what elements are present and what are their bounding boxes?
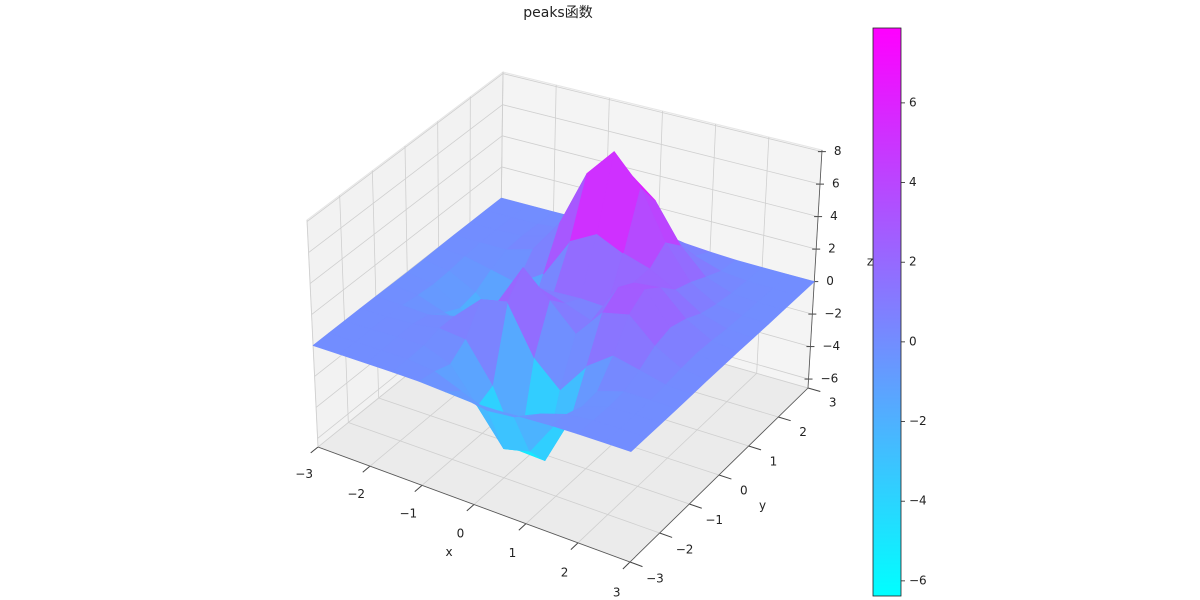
y-tick-label: 2 [799,425,807,439]
grid-line [306,219,319,448]
colorbar-tick-label: −4 [909,494,927,508]
grid-line [348,422,660,534]
grid-line [339,195,349,423]
x-tick-label: −2 [347,487,365,501]
grid-line [502,104,821,185]
y-axis-label: y [759,499,766,513]
z-tick-label: 8 [834,144,842,158]
z-axis-line [807,149,823,389]
colorbar-tick-label: 0 [909,334,917,348]
z-tick-label: 4 [830,209,838,223]
x-tick [466,504,475,512]
y-tick [629,561,643,568]
y-tick [718,474,732,480]
x-tick [414,484,423,492]
x-tick-label: −3 [295,467,313,481]
grid-line [502,73,822,153]
x-tick [518,523,527,531]
y-tick [778,416,791,422]
grid-line [309,135,503,284]
y-tick-label: 1 [770,454,778,468]
x-axis-label: x [445,545,452,559]
surface-patch [604,428,647,452]
grid-line [308,104,503,253]
x-axis-line [317,446,631,563]
y-tick-label: −3 [646,572,664,586]
y-axis-line [629,387,809,563]
x-tick [570,542,579,550]
x-tick [310,446,319,454]
x-tick [362,465,371,473]
y-tick-label: −2 [676,542,694,556]
y-tick-label: −1 [705,513,723,527]
colorbar [872,27,902,597]
surface-patch [507,267,550,358]
x-tick-label: 2 [561,566,569,580]
z-axis-label: z [867,255,873,269]
z-tick-label: 6 [832,177,840,191]
x-tick-label: −1 [399,507,417,521]
grid-line [306,73,504,222]
y-tick [748,445,762,451]
grid-line [502,135,819,217]
y-tick-label: 3 [829,396,837,410]
surface [312,151,815,461]
y-tick [659,532,673,538]
x-tick-label: 1 [509,546,517,560]
colorbar-tick-label: −2 [909,414,927,428]
z-tick-label: −2 [824,307,842,321]
y-tick [807,387,821,393]
colorbar-tick-label: 4 [909,175,917,189]
colorbar-tick-label: 6 [909,95,917,109]
chart-title: peaks函数 [523,5,592,21]
x-tick-label: 0 [457,526,465,540]
colorbar-tick-label: −6 [909,573,927,587]
z-tick-label: −4 [822,339,840,353]
y-tick [689,503,702,509]
colorbar-tick-label: 2 [909,255,917,269]
z-tick-label: 0 [826,274,834,288]
z-tick-label: 2 [828,242,836,256]
x-tick [622,561,631,570]
surface-patch [596,151,641,254]
y-tick-label: 0 [740,484,748,498]
x-tick-label: 3 [613,585,621,599]
grid-line [311,166,502,315]
grid-line [756,136,770,374]
z-tick-label: −6 [821,372,839,386]
